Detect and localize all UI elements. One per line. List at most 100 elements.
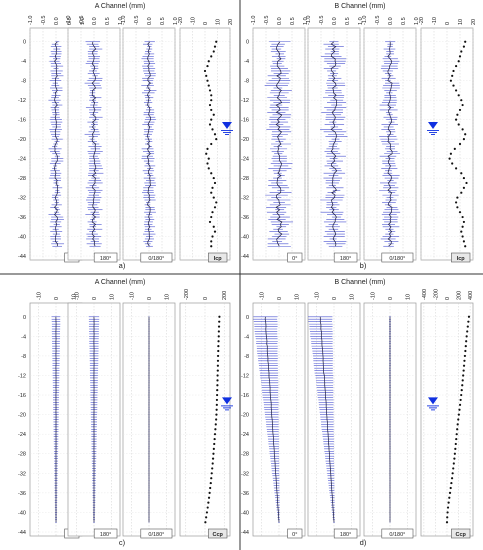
- data-point: [207, 501, 210, 504]
- y-tick-label: -44: [241, 530, 249, 536]
- x-tick-label: 1.0: [173, 17, 179, 25]
- y-tick-label: -4: [21, 334, 26, 340]
- data-point: [461, 103, 464, 107]
- x-tick-label: 0.5: [160, 17, 166, 25]
- x-tick-label: 10: [216, 19, 222, 25]
- y-tick-label: -40: [18, 510, 26, 516]
- data-point: [217, 340, 220, 343]
- x-tick-label: 1.0: [303, 17, 309, 25]
- data-point: [210, 172, 213, 175]
- x-tick-label: 0: [445, 22, 451, 25]
- y-tick-label: -12: [18, 98, 26, 104]
- data-point: [453, 452, 456, 455]
- y-tick-label: -20: [241, 413, 249, 419]
- y-tick-label: -16: [241, 118, 249, 124]
- series-line: [53, 41, 58, 247]
- x-tick-label: 0.0: [147, 17, 153, 25]
- x-tick-label: -0.5: [134, 16, 140, 25]
- data-point: [212, 50, 215, 53]
- series-line: [91, 41, 97, 247]
- y-tick-label: 0: [246, 40, 249, 46]
- data-point: [455, 167, 458, 170]
- series-label-box: [140, 528, 173, 539]
- data-point: [207, 60, 210, 63]
- water-level-icon: [427, 397, 439, 411]
- data-point: [458, 142, 462, 146]
- y-tick-label: -32: [241, 196, 249, 202]
- x-tick-label: -1.0: [28, 16, 34, 25]
- water-level-triangle: [222, 121, 232, 129]
- x-tick-label: 0: [277, 297, 283, 300]
- data-point: [210, 472, 213, 475]
- y-tick-label: -8: [244, 79, 249, 85]
- x-tick-label: 0: [203, 22, 209, 25]
- x-tick-label: 20: [228, 19, 234, 25]
- data-point: [210, 191, 213, 194]
- data-point: [449, 486, 452, 490]
- y-tick-label: -12: [18, 373, 26, 379]
- data-point: [212, 176, 215, 180]
- data-point: [212, 196, 215, 199]
- series-label: 0°: [292, 256, 297, 262]
- x-tick-label: 200: [457, 291, 463, 300]
- data-point: [455, 64, 458, 68]
- data-point: [212, 452, 215, 455]
- data-point: [214, 423, 217, 426]
- data-point: [215, 413, 218, 416]
- data-point: [209, 486, 212, 490]
- data-point: [216, 354, 220, 358]
- chart-a-1: -1.0 -0.5 0.0 0.5 1.0 180°: [66, 16, 124, 263]
- data-point: [459, 398, 462, 402]
- data-point: [467, 315, 471, 318]
- data-point: [204, 521, 207, 524]
- y-tick-label: -32: [241, 471, 249, 477]
- y-tick-label: -28: [241, 452, 249, 458]
- data-point: [462, 364, 466, 367]
- chart-frame: [179, 302, 231, 537]
- x-tick-label: 0: [92, 297, 98, 300]
- data-point: [456, 113, 459, 116]
- data-point: [211, 462, 214, 465]
- x-tick-label: -0.5: [79, 16, 85, 25]
- x-tick-label: 200: [222, 291, 228, 300]
- data-point: [460, 99, 463, 102]
- data-point: [446, 511, 449, 514]
- data-point: [445, 521, 449, 524]
- data-point: [217, 330, 220, 333]
- panel-c: A Channel (mm) c) 0 -4 -8 -12 -16 -20 -24 -28 -32 -…: [18, 279, 233, 547]
- chart-frame: [252, 302, 306, 537]
- data-point: [448, 496, 451, 499]
- data-point: [216, 359, 220, 362]
- data-point: [212, 225, 215, 228]
- data-point: [462, 240, 465, 243]
- x-tick-label: -10: [315, 292, 321, 300]
- data-point: [216, 389, 219, 392]
- data-point: [461, 225, 464, 228]
- series-label: 0/180°: [389, 532, 405, 538]
- chart-frame: [179, 27, 231, 261]
- data-point: [206, 147, 209, 150]
- data-point: [214, 428, 217, 431]
- data-point: [453, 457, 456, 460]
- series-label-box: [208, 528, 228, 539]
- data-point: [211, 235, 214, 238]
- x-tick-label: 0.5: [290, 17, 296, 25]
- data-point: [464, 349, 467, 353]
- y-tick-label: -4: [244, 59, 249, 65]
- y-tick-label: -24: [241, 432, 249, 438]
- y-tick-label: -4: [21, 59, 26, 65]
- data-point: [453, 147, 456, 150]
- x-tick-label: 10: [294, 294, 300, 300]
- panel-title: A Channel (mm): [95, 279, 146, 286]
- data-point: [206, 79, 209, 82]
- y-tick-label: -24: [241, 157, 249, 163]
- panel-title: A Channel (mm): [95, 3, 146, 10]
- series-label-box: [451, 252, 471, 263]
- data-point: [213, 442, 216, 446]
- data-point: [211, 467, 214, 470]
- data-point: [466, 330, 469, 333]
- x-tick-label: -1.0: [362, 16, 368, 25]
- data-point: [215, 403, 218, 406]
- series-label-box: [333, 252, 358, 263]
- data-point: [466, 325, 469, 328]
